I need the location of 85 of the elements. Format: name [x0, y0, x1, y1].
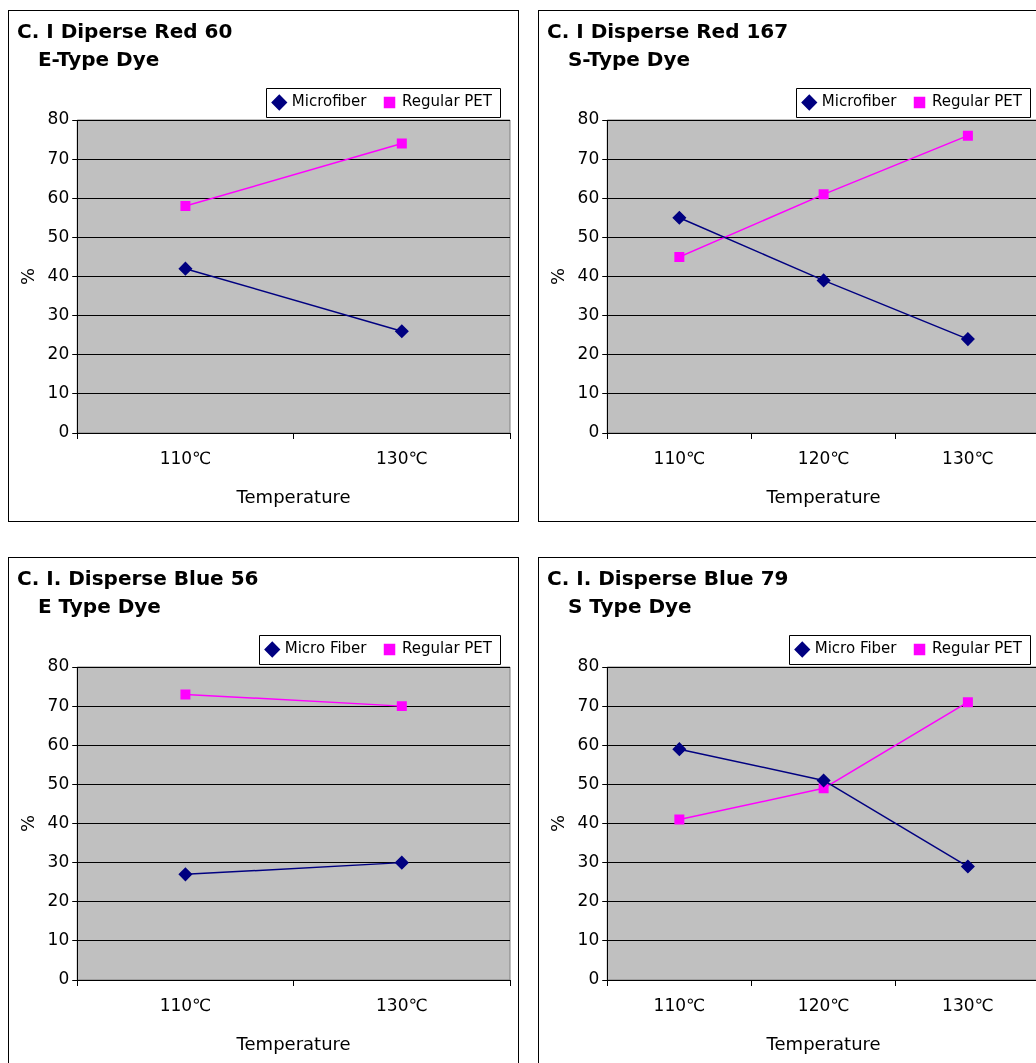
y-tick-label: 70	[47, 147, 70, 168]
y-tick-label: 40	[577, 264, 600, 285]
y-tick-label: 10	[577, 382, 600, 403]
y-tick-label: 20	[577, 890, 600, 911]
y-tick-label: 50	[47, 772, 70, 793]
y-tick-label: 70	[577, 147, 600, 168]
legend-label: Microfiber	[291, 92, 368, 111]
legend-label: Regular PET	[402, 639, 493, 658]
y-tick-label: 80	[47, 108, 70, 129]
point	[674, 814, 685, 825]
legend-label: Regular PET	[402, 92, 493, 111]
y-tick-label: 0	[58, 421, 70, 442]
y-tick-label: 30	[47, 851, 70, 872]
y-axis-title: %	[547, 267, 569, 286]
y-tick-label: 80	[577, 655, 600, 676]
point	[674, 251, 685, 262]
y-tick-label: 70	[47, 694, 70, 715]
y-tick-label: 10	[47, 382, 70, 403]
y-tick-label: 30	[577, 851, 600, 872]
y-tick-label: 20	[47, 343, 70, 364]
point	[962, 130, 973, 141]
point	[961, 859, 975, 874]
y-tick-label: 30	[47, 304, 70, 325]
y-axis-title: %	[17, 814, 39, 833]
y-tick-label: 40	[47, 811, 70, 832]
x-axis-title: Temperature	[765, 485, 881, 507]
y-tick-label: 30	[577, 304, 600, 325]
x-tick-label: 120℃	[797, 994, 850, 1015]
x-tick-label: 110℃	[653, 447, 706, 468]
point	[962, 697, 973, 708]
point	[178, 261, 193, 276]
legend-label: Micro Fiber	[284, 639, 368, 658]
y-tick-label: 60	[47, 733, 70, 754]
x-tick-label: 130℃	[376, 994, 428, 1015]
legend-label: Regular PET	[932, 92, 1023, 111]
x-tick-label: 110℃	[653, 994, 706, 1015]
y-tick-label: 80	[47, 655, 70, 676]
point	[396, 701, 407, 712]
y-tick-label: 50	[47, 225, 70, 246]
y-tick-label: 60	[577, 733, 600, 754]
chart-title: C. I Diperse Red 60 E-Type Dye	[17, 19, 233, 72]
y-tick-label: 80	[577, 108, 600, 129]
y-tick-label: 0	[588, 968, 600, 989]
y-tick-label: 40	[577, 811, 600, 832]
point	[395, 324, 409, 339]
y-tick-label: 40	[47, 264, 70, 285]
x-axis-title: Temperature	[235, 1032, 351, 1054]
point	[816, 273, 831, 288]
legend-label: Micro Fiber	[814, 639, 898, 658]
point	[818, 189, 829, 200]
y-tick-label: 0	[58, 968, 70, 989]
y-tick-label: 50	[577, 225, 600, 246]
y-tick-label: 60	[47, 186, 70, 207]
x-tick-label: 130℃	[942, 447, 994, 468]
y-axis-title: %	[547, 814, 569, 833]
x-tick-label: 120℃	[797, 447, 850, 468]
x-tick-label: 110℃	[159, 447, 212, 468]
y-tick-label: 0	[588, 421, 600, 442]
point	[672, 742, 687, 756]
x-axis-title: Temperature	[765, 1032, 881, 1054]
y-tick-label: 20	[577, 343, 600, 364]
point	[672, 211, 687, 225]
point	[396, 138, 407, 149]
y-tick-label: 20	[47, 890, 70, 911]
chart-title: C. I. Disperse Blue 79 S Type Dye	[547, 566, 789, 619]
x-tick-label: 130℃	[942, 994, 994, 1015]
legend-label: Regular PET	[932, 639, 1023, 658]
chart-title: C. I. Disperse Blue 56 E Type Dye	[17, 566, 259, 619]
y-tick-label: 10	[577, 929, 600, 950]
point	[180, 201, 191, 212]
x-tick-label: 130℃	[376, 447, 428, 468]
point	[180, 689, 191, 700]
y-tick-label: 60	[577, 186, 600, 207]
chart-title: C. I Disperse Red 167 S-Type Dye	[547, 19, 789, 72]
point	[395, 855, 409, 870]
y-tick-label: 10	[47, 929, 70, 950]
legend-label: Microfiber	[821, 92, 898, 111]
y-axis-title: %	[17, 267, 39, 286]
point	[816, 773, 831, 788]
x-tick-label: 110℃	[159, 994, 212, 1015]
y-tick-label: 70	[577, 694, 600, 715]
point	[178, 867, 193, 882]
x-axis-title: Temperature	[235, 485, 351, 507]
point	[961, 332, 975, 346]
y-tick-label: 50	[577, 772, 600, 793]
